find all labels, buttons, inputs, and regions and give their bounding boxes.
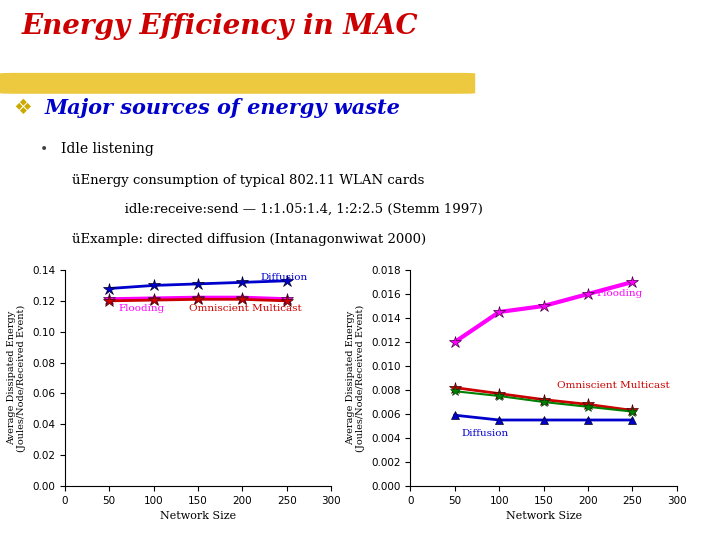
X-axis label: Network Size: Network Size: [505, 511, 582, 521]
Y-axis label: Average Dissipated Energy
(Joules/Node/Received Event): Average Dissipated Energy (Joules/Node/R…: [346, 305, 366, 451]
Text: Idle listening: Idle listening: [61, 142, 154, 156]
Text: üEnergy consumption of typical 802.11 WLAN cards: üEnergy consumption of typical 802.11 WL…: [72, 174, 424, 187]
Text: •: •: [40, 142, 48, 156]
Y-axis label: Average Dissipated Energy
(Joules/Node/Received Event): Average Dissipated Energy (Joules/Node/R…: [7, 305, 27, 451]
Text: Flooding: Flooding: [118, 304, 164, 313]
Text: ❖: ❖: [13, 98, 32, 118]
Text: üExample: directed diffusion (Intanagonwiwat 2000): üExample: directed diffusion (Intanagonw…: [72, 233, 426, 246]
Text: Omniscient Multicast: Omniscient Multicast: [189, 304, 302, 313]
Text: Diffusion: Diffusion: [260, 273, 307, 282]
FancyBboxPatch shape: [0, 73, 475, 94]
Text: idle:receive:send — 1:1.05:1.4, 1:2:2.5 (Stemm 1997): idle:receive:send — 1:1.05:1.4, 1:2:2.5 …: [112, 203, 482, 216]
Text: Energy Efficiency in MAC: Energy Efficiency in MAC: [22, 12, 418, 39]
Text: Diffusion: Diffusion: [462, 429, 509, 438]
Text: Omniscient Multicast: Omniscient Multicast: [557, 381, 670, 389]
Text: Flooding: Flooding: [597, 289, 643, 299]
X-axis label: Network Size: Network Size: [160, 511, 236, 521]
Text: Major sources of energy waste: Major sources of energy waste: [45, 98, 400, 118]
